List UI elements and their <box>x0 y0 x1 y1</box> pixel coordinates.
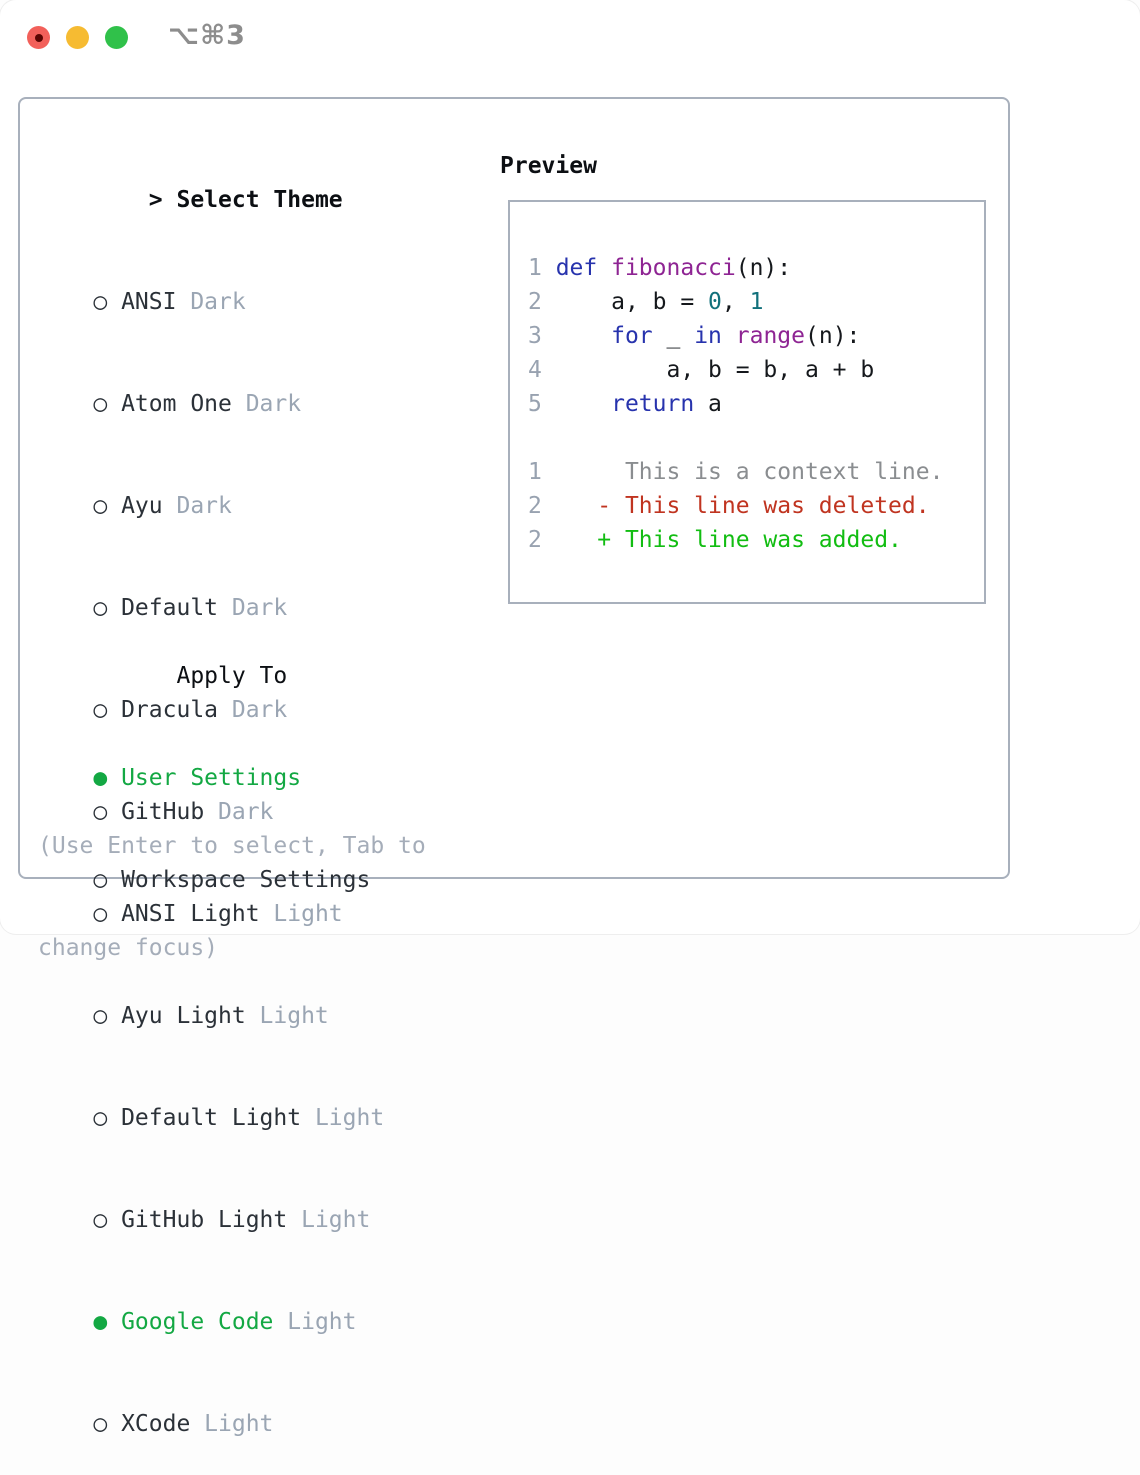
theme-name: ANSI Light <box>121 901 260 927</box>
select-theme-title: Select Theme <box>176 187 343 213</box>
code-line: 2 a, b = 0, 1 <box>528 289 764 315</box>
theme-picker-panel: > Select Theme ○ ANSI Dark ○ Atom One Dark ○ A… <box>18 97 1010 1437</box>
apply-to-title: Apply To <box>176 663 288 689</box>
radio-unselected-icon: ○ <box>93 595 108 621</box>
theme-variant: Dark <box>218 799 274 825</box>
radio-unselected-icon: ○ <box>93 1207 108 1233</box>
code-line: 1 def fibonacci(n): <box>528 255 792 281</box>
theme-variant: Dark <box>231 697 288 723</box>
help-line-2: change focus) <box>38 935 219 961</box>
theme-variant: Dark <box>176 493 232 519</box>
prompt-icon: > <box>148 187 163 213</box>
zoom-button[interactable] <box>105 26 128 49</box>
theme-name: GitHub <box>121 799 205 825</box>
radio-selected-icon: ● <box>93 765 108 791</box>
titlebar: ⌥⌘3 <box>0 0 1140 74</box>
radio-unselected-icon: ○ <box>93 289 108 315</box>
apply-option-label: User Settings <box>121 765 302 791</box>
theme-item-github[interactable]: ○ GitHub Dark <box>38 761 384 863</box>
radio-unselected-icon: ○ <box>93 867 108 893</box>
radio-unselected-icon: ○ <box>93 697 108 723</box>
code-line: 3 for _ in range(n): <box>528 323 861 349</box>
theme-item-github-light[interactable]: ○ GitHub Light Light <box>38 1169 384 1271</box>
minimize-button[interactable] <box>66 26 89 49</box>
apply-options: ● User Settings ○ Workspace Settings <box>38 727 370 931</box>
theme-item-ansi[interactable]: ○ ANSI Dark <box>38 251 384 353</box>
radio-unselected-icon: ○ <box>93 1411 108 1437</box>
theme-variant: Light <box>301 1207 371 1233</box>
theme-name: ANSI <box>121 289 177 315</box>
theme-name: Default Light <box>121 1105 302 1131</box>
apply-option-label: Workspace Settings <box>121 867 371 893</box>
theme-variant: Light <box>314 1105 385 1131</box>
radio-unselected-icon: ○ <box>93 1105 108 1131</box>
close-dot-icon <box>34 33 43 42</box>
theme-name: Ayu <box>121 493 163 519</box>
theme-item-ansi-light[interactable]: ○ ANSI Light Light <box>38 863 384 965</box>
close-button[interactable] <box>27 26 50 49</box>
theme-variant: Dark <box>231 595 288 621</box>
apply-option-workspace-settings[interactable]: ○ Workspace Settings <box>38 829 370 931</box>
theme-name: GitHub Light <box>121 1207 288 1233</box>
preview-code: 1 def fibonacci(n): 2 a, b = 0, 1 3 for _ … <box>510 202 984 557</box>
theme-item-dracula[interactable]: ○ Dracula Dark <box>38 659 384 761</box>
theme-variant: Dark <box>245 391 302 417</box>
code-line: 2 + This line was added. <box>528 527 902 553</box>
theme-variant: Dark <box>190 289 246 315</box>
window-title: ⌥⌘3 <box>168 20 246 51</box>
theme-item-default[interactable]: ○ Default Dark <box>38 557 384 659</box>
theme-item-google-code[interactable]: ● Google Code Light <box>38 1271 384 1373</box>
help-line-1: (Use Enter to select, Tab to <box>38 833 426 859</box>
preview-pane: 1 def fibonacci(n): 2 a, b = 0, 1 3 for _ … <box>508 200 986 604</box>
theme-name: Google Code <box>121 1309 274 1335</box>
theme-name: Atom One <box>121 391 232 417</box>
help-text: (Use Enter to select, Tab to change focu… <box>38 761 426 1033</box>
apply-to-spacer <box>149 659 177 693</box>
theme-item-ayu[interactable]: ○ Ayu Dark <box>38 455 384 557</box>
code-line: 5 return a <box>528 391 722 417</box>
theme-item-atom-one[interactable]: ○ Atom One Dark <box>38 353 384 455</box>
radio-unselected-icon: ○ <box>93 391 108 417</box>
apply-option-user-settings[interactable]: ● User Settings <box>38 727 370 829</box>
theme-name: Default <box>121 595 219 621</box>
radio-selected-icon: ● <box>93 1309 108 1335</box>
radio-unselected-icon: ○ <box>93 493 108 519</box>
radio-unselected-icon: ○ <box>93 901 108 927</box>
theme-name: Dracula <box>121 697 219 723</box>
apply-to-header-row: Apply To <box>38 625 370 727</box>
theme-variant: Light <box>204 1411 274 1437</box>
code-line <box>528 421 984 455</box>
theme-variant: Light <box>273 901 343 927</box>
window: ⌥⌘3 > Select Theme ○ ANSI Dark ○ Atom One Dar… <box>0 0 1140 1437</box>
theme-name: XCode <box>121 1411 191 1437</box>
code-line: 1 This is a context line. <box>528 459 944 485</box>
code-line: 4 a, b = b, a + b <box>528 357 875 383</box>
theme-variant: Light <box>287 1309 357 1335</box>
code-line: 2 - This line was deleted. <box>528 493 930 519</box>
apply-to-section: Apply To ● User Settings ○ Workspace Setti… <box>38 625 370 931</box>
preview-title: Preview <box>500 153 597 179</box>
theme-item-default-light[interactable]: ○ Default Light Light <box>38 1067 384 1169</box>
theme-item-xcode[interactable]: ○ XCode Light <box>38 1373 384 1475</box>
radio-unselected-icon: ○ <box>93 799 108 825</box>
select-theme-header: > Select Theme <box>38 149 384 251</box>
traffic-lights <box>27 26 128 49</box>
